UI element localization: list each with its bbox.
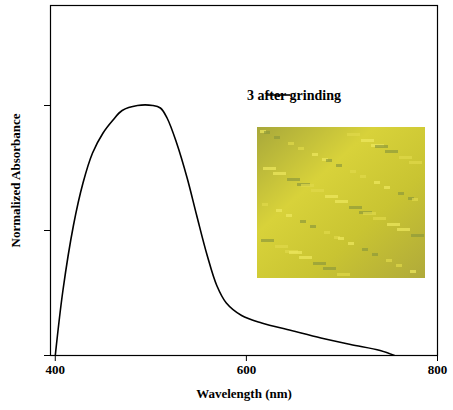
svg-text:600: 600 [237,362,257,377]
svg-text:Normalized Absorbance: Normalized Absorbance [8,113,23,247]
svg-text:400: 400 [46,362,66,377]
svg-text:800: 800 [428,362,448,377]
svg-text:3 after grinding: 3 after grinding [247,88,341,103]
svg-text:Wavelength (nm): Wavelength (nm) [196,386,292,401]
